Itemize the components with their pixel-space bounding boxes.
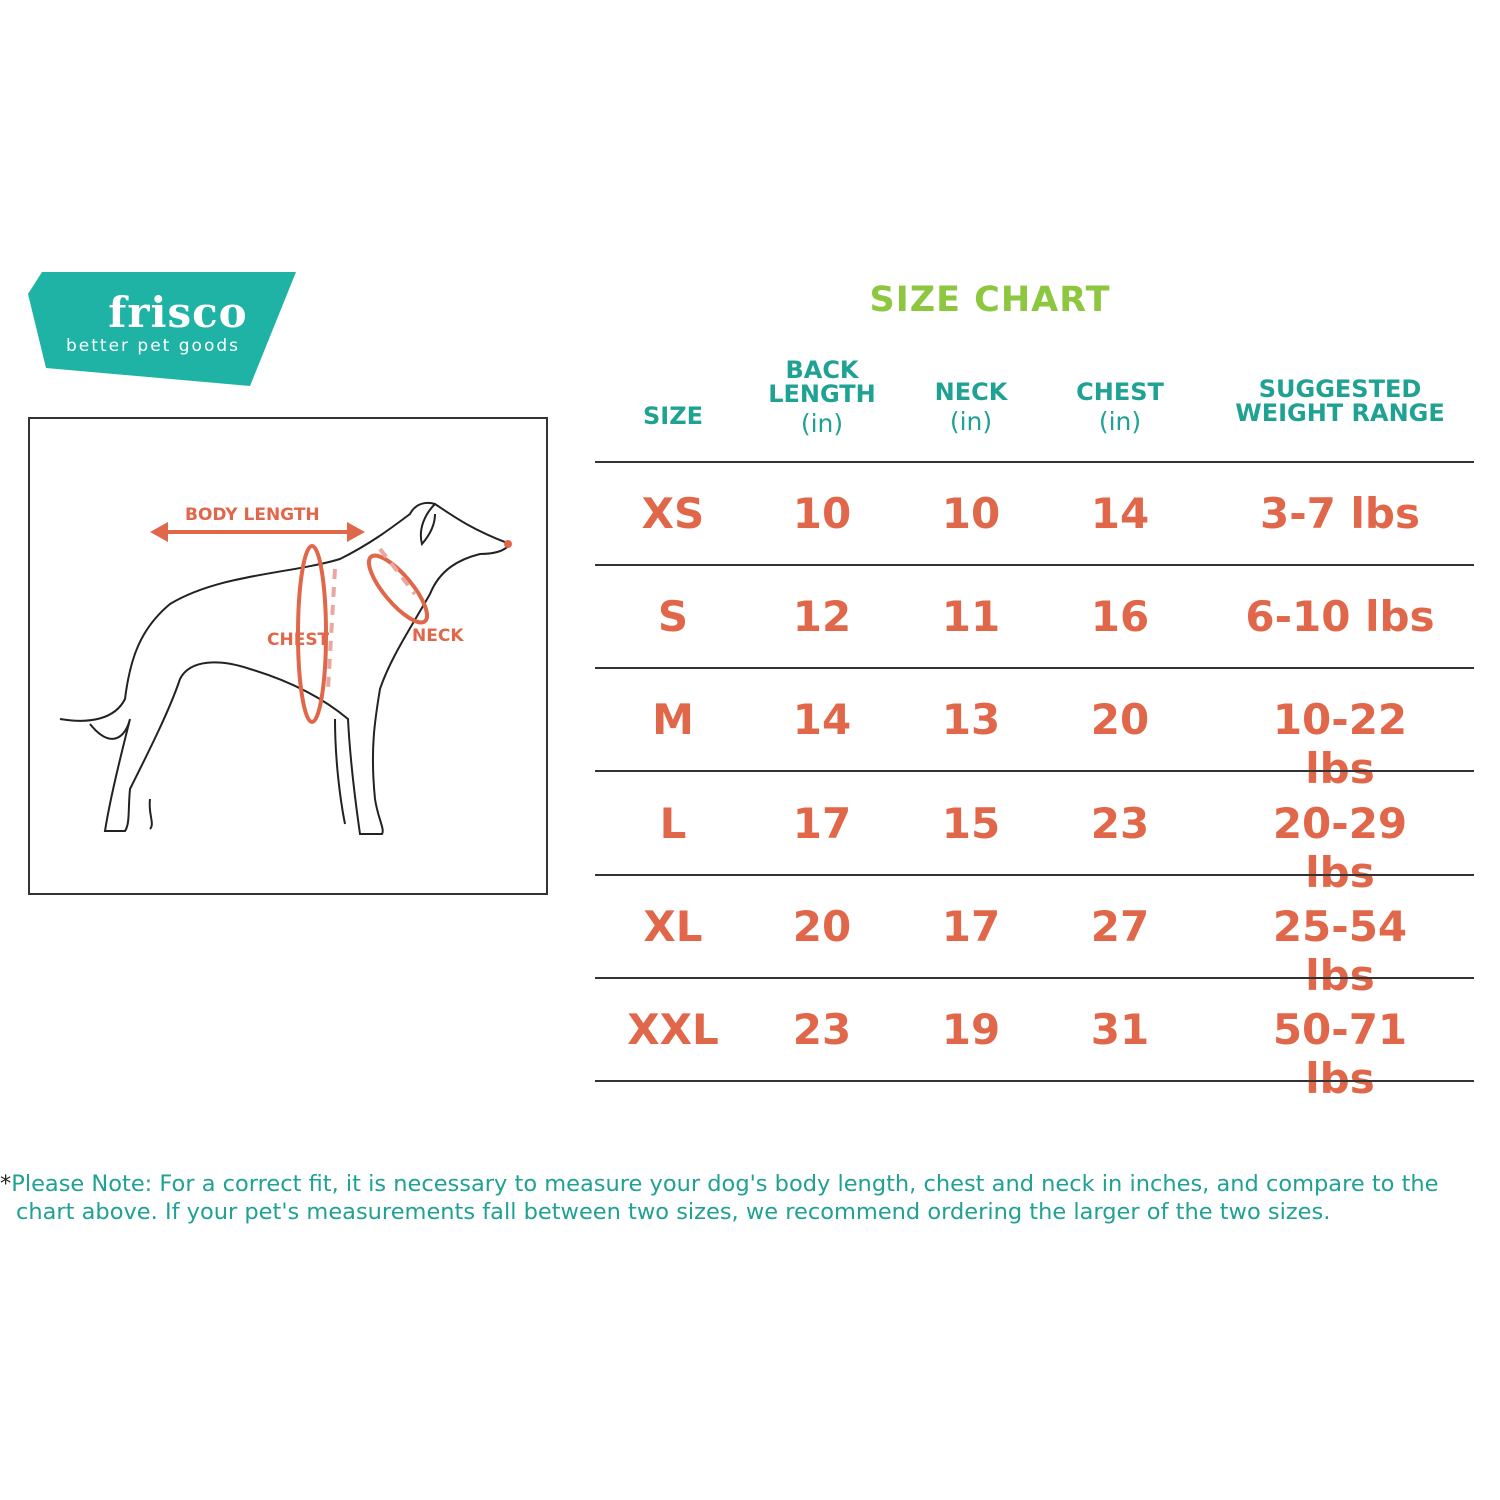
header-unit: (in) <box>800 409 844 438</box>
cell-back-length: 12 <box>792 592 852 642</box>
cell-back-length: 17 <box>792 798 852 848</box>
cell-size: XL <box>643 901 703 951</box>
header-back-length: BACK LENGTH (in) <box>692 358 952 436</box>
header-line: NECK <box>934 378 1008 406</box>
cell-chest: 23 <box>1090 798 1150 848</box>
cell-neck: 17 <box>941 901 1001 951</box>
header-line: WEIGHT RANGE <box>1235 399 1445 427</box>
cell-size: XS <box>641 489 705 538</box>
cell-size: S <box>657 592 689 642</box>
cell-size: L <box>659 798 687 848</box>
note-asterisk: * <box>0 1171 12 1197</box>
cell-chest: 31 <box>1090 1005 1150 1054</box>
cell-neck: 15 <box>941 798 1001 848</box>
header-line: SUGGESTED <box>1258 375 1422 403</box>
header-line: SIZE <box>642 402 703 430</box>
note-line-2: chart above. If your pet's measurements … <box>16 1199 1331 1225</box>
row-divider <box>595 461 1474 463</box>
cell-weight-range: 20-29 lbs <box>1272 798 1408 897</box>
row-divider <box>595 667 1474 670</box>
cell-weight-range: 3-7 lbs <box>1260 489 1420 538</box>
size-chart-title: SIZE CHART <box>869 280 1111 320</box>
header-unit: (in) <box>1098 407 1142 436</box>
dog-measurement-diagram: BODY LENGTH CHEST NECK <box>28 417 548 895</box>
row-divider <box>595 564 1474 566</box>
body-length-label: BODY LENGTH <box>185 505 320 525</box>
header-line: BACK <box>785 356 859 384</box>
row-divider <box>595 1080 1474 1082</box>
cell-chest: 27 <box>1090 901 1150 951</box>
cell-back-length: 10 <box>792 489 852 538</box>
logo-tagline: better pet goods <box>66 336 240 356</box>
dog-illustration <box>59 501 512 835</box>
logo-name: frisco <box>108 288 248 337</box>
logo-badge-shape <box>28 272 296 386</box>
note-line-1: Please Note: For a correct fit, it is ne… <box>11 1171 1439 1197</box>
row-divider <box>595 873 1474 876</box>
cell-chest: 16 <box>1090 592 1150 642</box>
cell-back-length: 14 <box>792 695 852 745</box>
header-neck: NECK (in) <box>841 380 1101 434</box>
fit-note: *Please Note: For a correct fit, it is n… <box>0 1170 1500 1226</box>
header-chest: CHEST (in) <box>990 380 1250 434</box>
cell-back-length: 23 <box>792 1005 852 1054</box>
cell-size: M <box>652 695 694 745</box>
header-weight-range: SUGGESTED WEIGHT RANGE <box>1210 377 1470 425</box>
cell-neck: 11 <box>941 592 1001 642</box>
cell-size: XXL <box>627 1005 719 1054</box>
cell-chest: 20 <box>1090 695 1150 745</box>
cell-back-length: 20 <box>792 901 852 951</box>
header-unit: (in) <box>949 407 993 436</box>
row-divider <box>595 770 1474 773</box>
cell-neck: 13 <box>941 695 1001 745</box>
row-divider <box>595 976 1474 979</box>
cell-weight-range: 10-22 lbs <box>1272 695 1408 794</box>
cell-weight-range: 50-71 lbs <box>1272 1005 1408 1103</box>
cell-weight-range: 25-54 lbs <box>1272 901 1408 1000</box>
frisco-logo: frisco better pet goods <box>28 272 298 388</box>
chest-label: CHEST <box>267 630 330 650</box>
header-size: SIZE <box>543 404 803 428</box>
cell-neck: 10 <box>941 489 1001 538</box>
cell-chest: 14 <box>1090 489 1150 538</box>
cell-weight-range: 6-10 lbs <box>1245 592 1435 642</box>
header-line: LENGTH <box>768 380 876 408</box>
neck-label: NECK <box>412 626 464 646</box>
header-line: CHEST <box>1076 378 1164 406</box>
cell-neck: 19 <box>941 1005 1001 1054</box>
